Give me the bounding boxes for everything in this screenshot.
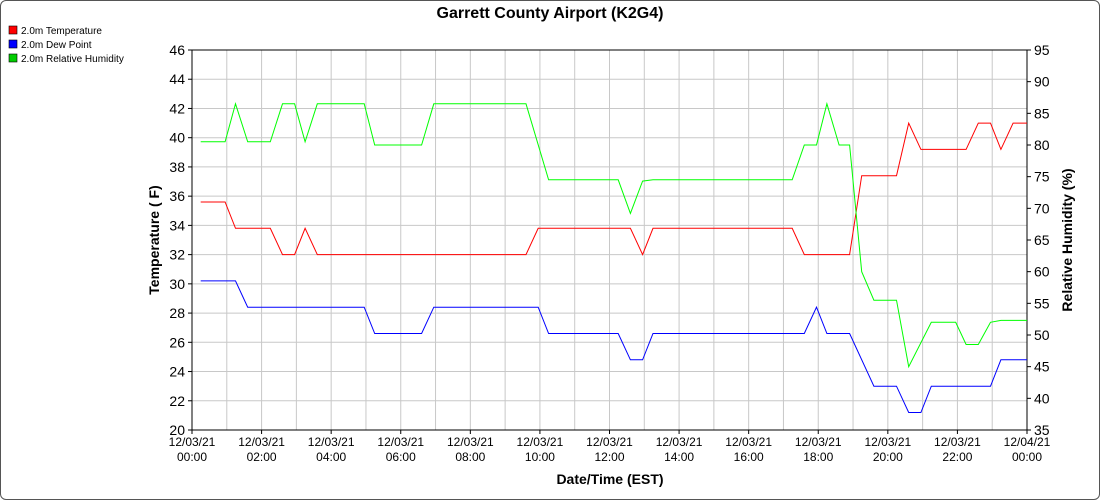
legend-swatch	[8, 53, 18, 63]
x-tick-label-time: 00:00	[1012, 450, 1042, 464]
left-tick-label: 34	[169, 217, 185, 233]
legend-label: 2.0m Dew Point	[21, 40, 92, 51]
x-tick-label-time: 12:00	[594, 450, 624, 464]
right-tick-label: 95	[1034, 42, 1050, 58]
left-axis-ticks: 20 22 24 26 28 30 32 34 36 38 40 42 44 46	[169, 42, 192, 438]
left-tick-label: 30	[169, 276, 185, 292]
left-axis-title: Temperature ( F)	[146, 185, 162, 294]
left-tick-label: 46	[169, 42, 185, 58]
right-tick-label: 65	[1034, 232, 1050, 248]
legend-swatch	[8, 39, 18, 49]
grid-lines	[191, 49, 1028, 431]
series-line-2-0m-temperature	[200, 121, 1027, 256]
x-axis-title: Date/Time (EST)	[556, 471, 663, 487]
left-tick-label: 26	[169, 334, 185, 350]
x-tick-label-date: 12/03/21	[308, 435, 355, 449]
left-tick-label: 38	[169, 159, 185, 175]
legend-label: 2.0m Temperature	[21, 26, 102, 37]
right-tick-label: 80	[1034, 137, 1050, 153]
x-tick-label-date: 12/03/21	[934, 435, 981, 449]
x-tick-label-date: 12/03/21	[517, 435, 564, 449]
x-tick-label-time: 16:00	[734, 450, 764, 464]
right-tick-label: 35	[1034, 422, 1050, 438]
right-axis-title: Relative Humidity (%)	[1059, 168, 1075, 311]
x-tick-label-time: 04:00	[316, 450, 346, 464]
right-tick-label: 55	[1034, 295, 1050, 311]
left-tick-label: 36	[169, 188, 185, 204]
x-tick-label-time: 18:00	[803, 450, 833, 464]
x-tick-label-time: 06:00	[386, 450, 416, 464]
x-tick-label-date: 12/04/21	[1004, 435, 1051, 449]
right-tick-label: 60	[1034, 264, 1050, 280]
legend-swatch	[8, 25, 18, 35]
right-tick-label: 45	[1034, 359, 1050, 375]
left-tick-label: 28	[169, 305, 185, 321]
x-tick-label-time: 08:00	[455, 450, 485, 464]
x-tick-label-time: 00:00	[177, 450, 207, 464]
x-tick-label-date: 12/03/21	[864, 435, 911, 449]
x-tick-label-date: 12/03/21	[377, 435, 424, 449]
right-tick-label: 40	[1034, 390, 1050, 406]
right-tick-label: 70	[1034, 200, 1050, 216]
right-tick-label: 50	[1034, 327, 1050, 343]
x-tick-label-date: 12/03/21	[795, 435, 842, 449]
right-tick-label: 75	[1034, 169, 1050, 185]
left-tick-label: 20	[169, 422, 185, 438]
chart-title: Garrett County Airport (K2G4)	[437, 5, 664, 22]
left-tick-label: 32	[169, 247, 185, 263]
x-axis-ticks: 12/03/2100:0012/03/2102:0012/03/2104:001…	[169, 430, 1051, 464]
right-tick-label: 85	[1034, 105, 1050, 121]
x-tick-label-date: 12/03/21	[725, 435, 772, 449]
x-tick-label-date: 12/03/21	[586, 435, 633, 449]
legend: 2.0m Temperature 2.0m Dew Point 2.0m Relat…	[8, 25, 124, 65]
series-line-2-0m-dew-point	[200, 280, 1027, 413]
x-tick-label-date: 12/03/21	[238, 435, 285, 449]
right-axis-ticks: 35 40 45 50 55 60 65 70 75 80 85 90 95	[1027, 42, 1050, 438]
legend-label: 2.0m Relative Humidity	[21, 54, 124, 65]
left-tick-label: 24	[169, 364, 185, 380]
left-tick-label: 22	[169, 393, 185, 409]
right-tick-label: 90	[1034, 74, 1050, 90]
left-tick-label: 44	[169, 71, 185, 87]
left-tick-label: 40	[169, 130, 185, 146]
x-tick-label-date: 12/03/21	[656, 435, 703, 449]
x-tick-label-time: 22:00	[942, 450, 972, 464]
left-tick-label: 42	[169, 100, 185, 116]
x-tick-label-time: 10:00	[525, 450, 555, 464]
x-tick-label-date: 12/03/21	[169, 435, 216, 449]
series-layer	[200, 101, 1027, 413]
x-tick-label-time: 20:00	[873, 450, 903, 464]
x-tick-label-time: 02:00	[247, 450, 277, 464]
series-line-2-0m-relative-humidity	[200, 101, 1027, 369]
x-tick-label-time: 14:00	[664, 450, 694, 464]
x-tick-label-date: 12/03/21	[447, 435, 494, 449]
